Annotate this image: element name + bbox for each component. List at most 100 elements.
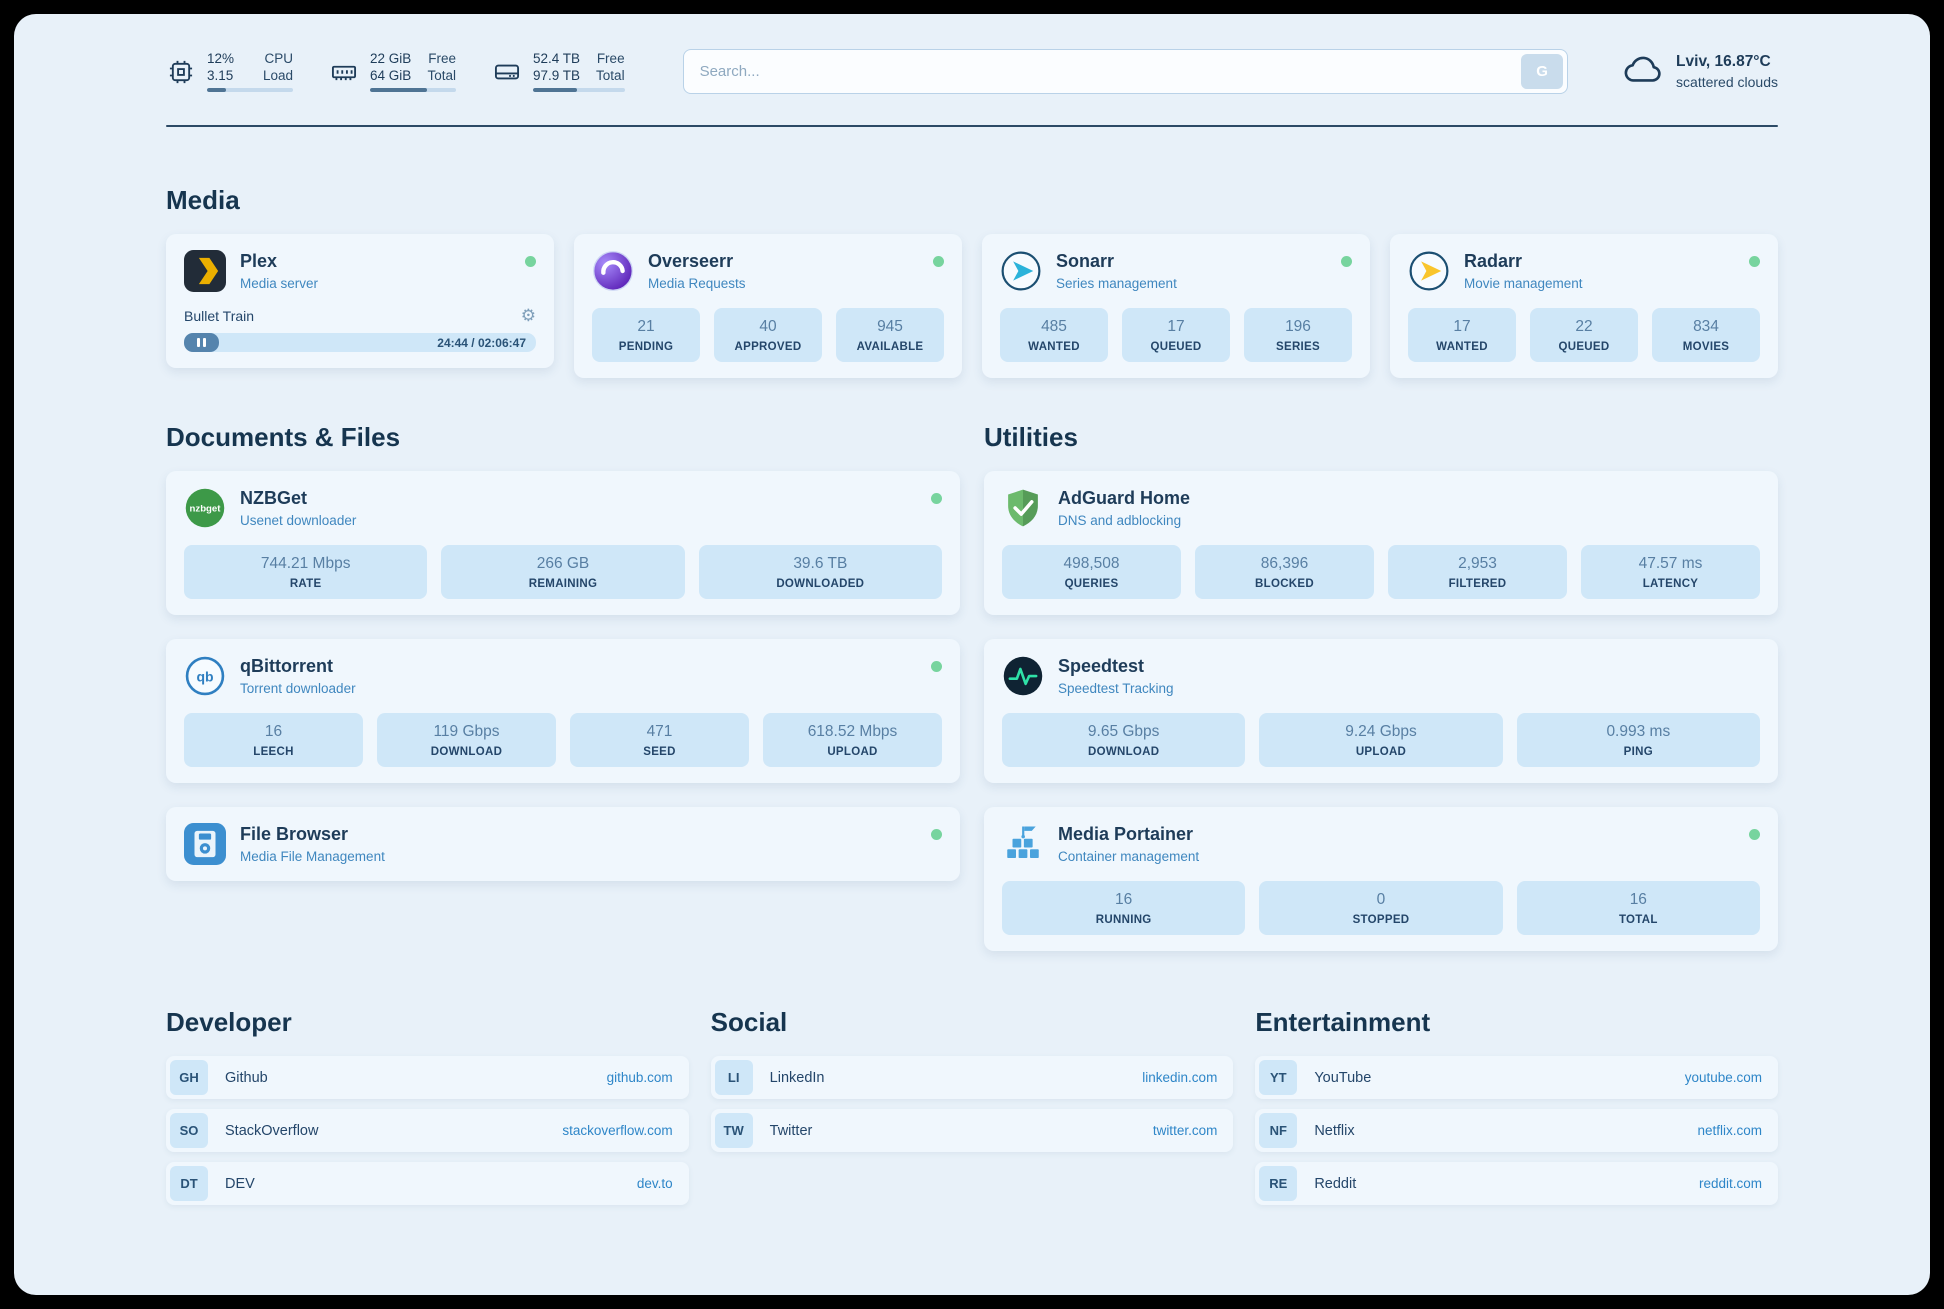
stat-stopped: 0 STOPPED — [1259, 881, 1503, 935]
bookmark-url[interactable]: youtube.com — [1684, 1070, 1762, 1085]
service-name: AdGuard Home — [1058, 488, 1191, 508]
bookmark-name: Netflix — [1314, 1122, 1355, 1139]
bookmark-row-youtube[interactable]: YT YouTube youtube.com — [1255, 1056, 1778, 1099]
stat-download: 119 Gbps DOWNLOAD — [377, 713, 556, 767]
stat-value: 266 GB — [536, 555, 590, 572]
stat-rate: 744.21 Mbps RATE — [184, 545, 428, 599]
stat-wanted: 17 WANTED — [1408, 308, 1516, 362]
developer-section-title: Developer — [166, 1007, 292, 1037]
twitter-icon: TW — [714, 1113, 753, 1148]
service-card-filebrowser[interactable]: File Browser Media File Management — [166, 807, 960, 881]
search-input[interactable] — [682, 49, 1569, 94]
service-card-portainer[interactable]: Media Portainer Container management 16 … — [984, 807, 1778, 951]
stat-wanted: 485 WANTED — [1000, 308, 1108, 362]
bookmark-row-reddit[interactable]: RE Reddit reddit.com — [1255, 1162, 1778, 1205]
stat-pending: 21 PENDING — [592, 308, 700, 362]
stat-label: LATENCY — [1642, 578, 1699, 590]
service-card-adguard[interactable]: AdGuard Home DNS and adblocking 498,508 … — [984, 471, 1778, 615]
section-documents-files: Documents & Files nzbget NZBGet Usenet d… — [166, 422, 960, 881]
bookmark-name: Github — [225, 1069, 268, 1086]
stat-value: 17 — [1167, 318, 1185, 335]
stat-blocked: 86,396 BLOCKED — [1195, 545, 1374, 599]
bookmark-row-twitter[interactable]: TW Twitter twitter.com — [710, 1109, 1234, 1152]
bookmark-url[interactable]: reddit.com — [1698, 1176, 1762, 1191]
service-name: Speedtest — [1058, 656, 1145, 676]
stat-label: FILTERED — [1448, 578, 1507, 590]
stat-value: 21 — [637, 318, 655, 335]
bookmark-name: Twitter — [769, 1122, 813, 1139]
media-section-title: Media — [166, 185, 240, 215]
memory-total-label: Total — [427, 68, 456, 83]
stat-approved: 40 APPROVED — [714, 308, 822, 362]
bookmark-row-github[interactable]: GH Github github.com — [166, 1056, 689, 1099]
status-dot — [931, 829, 942, 840]
stat-label: PING — [1623, 746, 1653, 758]
service-card-nzbget[interactable]: nzbget NZBGet Usenet downloader 744.21 M… — [166, 471, 960, 615]
sonarr-icon — [1000, 250, 1042, 292]
stat-queries: 498,508 QUERIES — [1002, 545, 1181, 599]
bookmark-group-social: Social LI LinkedIn linkedin.com TW Twitt… — [710, 1007, 1234, 1162]
service-card-speedtest[interactable]: Speedtest Speedtest Tracking 9.65 Gbps D… — [984, 639, 1778, 783]
stat-value: 39.6 TB — [793, 555, 848, 572]
nzbget-icon: nzbget — [184, 487, 226, 529]
service-name: Radarr — [1464, 251, 1523, 271]
stat-value: 471 — [646, 723, 673, 740]
stat-downloaded: 39.6 TB DOWNLOADED — [698, 545, 942, 599]
now-playing-title: Bullet Train — [184, 307, 255, 324]
stat-value: 16 — [264, 723, 283, 740]
status-dot — [1749, 256, 1760, 267]
bookmark-row-linkedin[interactable]: LI LinkedIn linkedin.com — [710, 1056, 1234, 1099]
gear-icon[interactable]: ⚙ — [520, 306, 536, 325]
status-dot — [1749, 829, 1760, 840]
linkedin-icon: LI — [714, 1060, 753, 1095]
stat-queued: 22 QUEUED — [1530, 308, 1638, 362]
service-card-qbittorrent[interactable]: qb qBittorrent Torrent downloader 16 LEE… — [166, 639, 960, 783]
bookmark-url[interactable]: netflix.com — [1697, 1123, 1762, 1138]
cpu-percent: 12% — [207, 51, 235, 66]
stat-label: REMAINING — [528, 578, 598, 590]
stat-remaining: 266 GB REMAINING — [441, 545, 685, 599]
service-description: DNS and adblocking — [1058, 513, 1182, 528]
service-name: NZBGet — [240, 488, 307, 508]
weather-widget[interactable]: Lviv, 16.87°C scattered clouds — [1622, 48, 1778, 95]
system-widgets: 12% CPU 3.15 Load — [166, 51, 625, 92]
bookmark-row-stackoverflow[interactable]: SO StackOverflow stackoverflow.com — [166, 1109, 689, 1152]
bookmark-row-netflix[interactable]: NF Netflix netflix.com — [1255, 1109, 1778, 1152]
stat-upload: 618.52 Mbps UPLOAD — [763, 713, 942, 767]
stat-ping: 0.993 ms PING — [1516, 713, 1760, 767]
service-card-overseerr[interactable]: Overseerr Media Requests 21 PENDING 40 A… — [574, 234, 962, 378]
disk-free-label: Free — [596, 51, 625, 66]
netflix-icon: NF — [1259, 1113, 1298, 1148]
plex-icon — [184, 250, 226, 292]
bookmark-row-dev[interactable]: DT DEV dev.to — [166, 1162, 689, 1205]
cpu-label: CPU — [264, 51, 293, 66]
status-dot — [931, 661, 942, 672]
memory-total: 64 GiB — [370, 68, 412, 83]
stat-label: PENDING — [618, 341, 674, 353]
bookmark-url[interactable]: dev.to — [636, 1176, 673, 1191]
stackoverflow-icon: SO — [170, 1113, 208, 1148]
cpu-load: 3.15 — [207, 68, 234, 83]
bookmark-url[interactable]: github.com — [606, 1070, 673, 1085]
service-card-sonarr[interactable]: Sonarr Series management 485 WANTED 17 Q… — [982, 234, 1370, 378]
stat-available: 945 AVAILABLE — [836, 308, 944, 362]
stat-label: LEECH — [253, 746, 294, 758]
service-card-radarr[interactable]: Radarr Movie management 17 WANTED 22 QUE… — [1390, 234, 1778, 378]
service-card-plex[interactable]: Plex Media server Bullet Train ⚙ 24:44 /… — [166, 234, 554, 368]
stat-label: WANTED — [1028, 341, 1080, 353]
search-engine-button[interactable]: G — [1521, 54, 1564, 89]
bookmark-url[interactable]: twitter.com — [1152, 1123, 1218, 1138]
dashboard-page: 12% CPU 3.15 Load — [14, 14, 1930, 1295]
service-description: Container management — [1058, 849, 1200, 864]
stat-value: 945 — [877, 318, 903, 335]
svg-text:nzbget: nzbget — [190, 504, 222, 515]
media-progressbar[interactable]: 24:44 / 02:06:47 — [184, 333, 536, 352]
bookmark-url[interactable]: linkedin.com — [1142, 1070, 1218, 1085]
section-utilities: Utilities AdGuard Home — [984, 422, 1778, 951]
bookmark-name: DEV — [225, 1175, 255, 1192]
bookmark-group-entertainment: Entertainment YT YouTube youtube.com NF … — [1255, 1007, 1778, 1215]
stat-label: APPROVED — [734, 341, 802, 353]
stat-seed: 471 SEED — [570, 713, 749, 767]
stat-label: DOWNLOAD — [430, 746, 503, 758]
bookmark-url[interactable]: stackoverflow.com — [562, 1123, 673, 1138]
